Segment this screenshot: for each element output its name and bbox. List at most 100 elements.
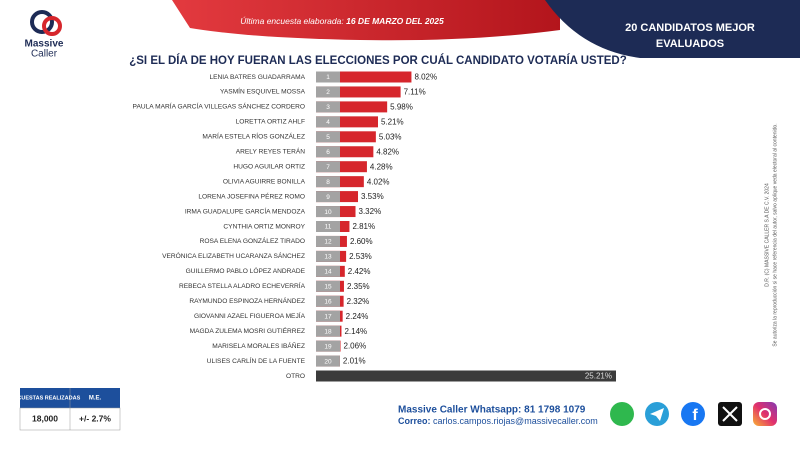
value-label: 7.11% xyxy=(404,88,426,97)
category-label: CYNTHIA ORTIZ MONROY xyxy=(223,223,305,230)
rank-box xyxy=(316,191,340,203)
rank-label: 18 xyxy=(324,328,332,335)
bar xyxy=(316,86,401,98)
rank-label: 15 xyxy=(324,284,332,291)
rank-box xyxy=(316,71,340,83)
bar xyxy=(316,71,412,83)
rank-label: 5 xyxy=(326,134,330,141)
rank-label: 4 xyxy=(326,119,330,126)
value-label: 3.53% xyxy=(361,192,384,201)
rank-label: 8 xyxy=(326,179,330,186)
rank-label: 11 xyxy=(325,224,332,231)
badge-text: 20 CANDIDATOS MEJOR xyxy=(625,22,755,34)
rank-label: 6 xyxy=(326,149,330,156)
value-label: 2.14% xyxy=(344,327,367,336)
rank-box xyxy=(316,101,340,113)
rank-box xyxy=(316,310,340,322)
category-label: YASMÍN ESQUIVEL MOSSA xyxy=(220,87,306,96)
category-label: VERÓNICA ELIZABETH UCARANZA SÁNCHEZ xyxy=(162,251,305,260)
value-label: 4.28% xyxy=(370,162,393,171)
value-label: 2.53% xyxy=(349,252,372,261)
value-label: 2.06% xyxy=(344,342,367,351)
contact-whatsapp: Massive Caller Whatsapp: 81 1798 1079 xyxy=(398,405,586,416)
category-label: ARELY REYES TERÁN xyxy=(236,147,305,156)
value-label: 2.60% xyxy=(350,237,373,246)
rank-label: 20 xyxy=(324,358,332,365)
contact-email: Correo: carlos.campos.riojas@massivecall… xyxy=(398,416,598,426)
logo: Massive Caller xyxy=(25,10,64,60)
date-label: Última encuesta elaborada: xyxy=(240,16,344,26)
category-label: OTRO xyxy=(286,373,305,380)
rank-box xyxy=(316,235,340,247)
category-label: ULISES CARLÍN DE LA FUENTE xyxy=(207,356,306,365)
bar xyxy=(316,116,378,128)
rank-label: 17 xyxy=(324,313,332,320)
category-label: GUILLERMO PABLO LÓPEZ ANDRADE xyxy=(186,266,306,275)
chart-title: ¿SI EL DÍA DE HOY FUERAN LAS ELECCIONES … xyxy=(129,54,627,67)
category-label: HUGO AGUILAR ORTIZ xyxy=(233,163,305,170)
value-label: 3.32% xyxy=(359,207,382,216)
rank-box xyxy=(316,355,340,367)
value-label: 2.01% xyxy=(343,357,366,366)
category-label: REBECA STELLA ALADRO ECHEVERRÍA xyxy=(179,281,306,290)
category-label: LORETTA ORTIZ AHLF xyxy=(236,119,305,126)
badge-band xyxy=(545,0,800,58)
value-label: 2.35% xyxy=(347,282,370,291)
rank-box xyxy=(316,250,340,262)
rank-box xyxy=(316,265,340,277)
side-note: D.R. (C) MASSIVE CALLER S.A DE C.V. 2024 xyxy=(764,183,770,287)
whatsapp-icon[interactable] xyxy=(610,402,634,426)
email-label: Correo: xyxy=(398,416,431,426)
category-label: LORENA JOSEFINA PÉREZ ROMO xyxy=(198,191,305,200)
stats-header-text: ENCUESTAS REALIZADAS xyxy=(10,395,81,401)
rank-box xyxy=(316,206,340,218)
rank-box xyxy=(316,280,340,292)
rank-label: 9 xyxy=(326,194,330,201)
rank-label: 10 xyxy=(324,209,332,216)
logo-text: Massive xyxy=(25,39,64,50)
stats-value: +/- 2.7% xyxy=(79,413,111,423)
category-label: MAGDA ZULEMA MOSRI GUTIÉRREZ xyxy=(190,326,305,335)
email: carlos.campos.riojas@massivecaller.com xyxy=(433,416,598,426)
category-label: LENIA BATRES GUADARRAMA xyxy=(209,74,305,81)
rank-label: 19 xyxy=(324,343,332,350)
value-label: 5.21% xyxy=(381,117,404,126)
header-band xyxy=(172,0,560,41)
rank-label: 2 xyxy=(326,89,330,96)
value-label: 5.03% xyxy=(379,132,402,141)
value-label: 4.02% xyxy=(367,177,390,186)
category-label: IRMA GUADALUPE GARCÍA MENDOZA xyxy=(185,206,306,215)
rank-box xyxy=(316,131,340,143)
date: 16 DE MARZO DEL 2025 xyxy=(346,16,444,26)
bar xyxy=(316,146,374,158)
category-label: MARISELA MORALES IBÁÑEZ xyxy=(212,341,305,350)
instagram-icon[interactable] xyxy=(753,402,777,426)
facebook-icon[interactable] xyxy=(681,402,705,426)
rank-box xyxy=(316,176,340,188)
value-label: 2.42% xyxy=(348,267,371,276)
value-label: 2.32% xyxy=(347,297,370,306)
rank-label: 7 xyxy=(326,164,330,171)
bar xyxy=(316,161,367,173)
category-label: RAYMUNDO ESPINOZA HERNÁNDEZ xyxy=(189,296,305,305)
category-label: GIOVANNI AZAEL FIGUEROA MEJÍA xyxy=(194,311,306,320)
value-label: 2.81% xyxy=(352,222,375,231)
bar xyxy=(316,370,616,382)
rank-label: 1 xyxy=(326,74,330,81)
rank-box xyxy=(316,221,340,232)
rank-box xyxy=(316,86,340,98)
rank-box xyxy=(316,295,340,307)
social-icons: f xyxy=(610,402,777,426)
category-label: PAULA MARÍA GARCÍA VILLEGAS SÁNCHEZ CORD… xyxy=(133,102,305,111)
category-label: MARÍA ESTELA RÍOS GONZÁLEZ xyxy=(202,132,305,141)
value-label: 25.21% xyxy=(585,372,612,381)
date-note: Última encuesta elaborada: 16 DE MARZO D… xyxy=(240,16,444,26)
category-label: OLIVIA AGUIRRE BONILLA xyxy=(223,178,306,185)
value-label: 4.82% xyxy=(376,147,399,156)
value-label: 2.24% xyxy=(346,312,369,321)
rank-label: 16 xyxy=(324,298,332,305)
rank-box xyxy=(316,146,340,158)
rank-box xyxy=(316,161,340,173)
bar xyxy=(316,131,376,143)
rank-box xyxy=(316,116,340,128)
